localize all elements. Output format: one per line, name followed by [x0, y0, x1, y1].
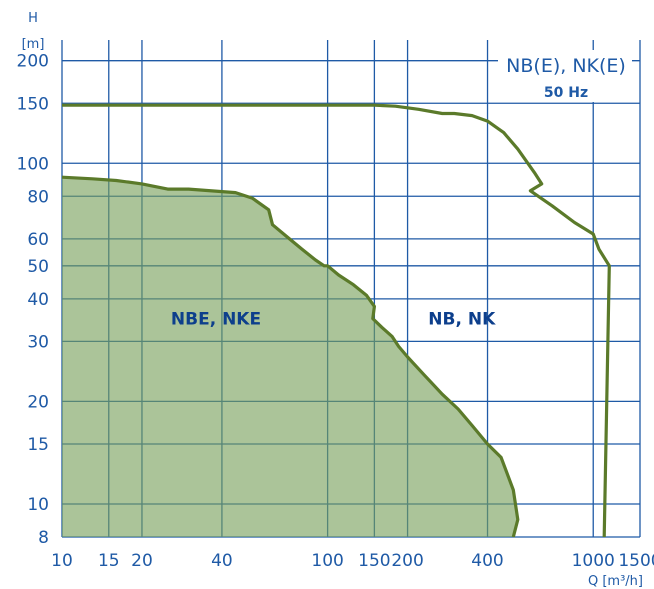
- x-axis-label: Q [m³/h]: [588, 574, 643, 589]
- x-tick-20: 20: [131, 551, 153, 571]
- y-axis-label: H: [28, 11, 38, 26]
- x-tick-15: 15: [98, 551, 120, 571]
- x-tick-200: 200: [391, 551, 423, 571]
- region-label-nbe-nke: NBE, NKE: [171, 310, 261, 330]
- x-tick-1000: 1000: [572, 551, 615, 571]
- y-tick-labels: 8 10 15 20 30 40 50 60 80 100 150 200: [17, 52, 49, 548]
- x-tick-100: 100: [311, 551, 343, 571]
- y-tick-80: 80: [27, 187, 49, 207]
- y-tick-50: 50: [27, 257, 49, 277]
- series-line-nb-e-nk-e: [62, 103, 611, 538]
- y-tick-8: 8: [38, 528, 49, 548]
- x-tick-400: 400: [471, 551, 503, 571]
- line-layer: [61, 103, 611, 538]
- y-tick-200: 200: [17, 52, 49, 72]
- y-tick-30: 30: [27, 332, 49, 352]
- title-backdrop: [498, 50, 632, 102]
- x-tick-150: 150: [358, 551, 390, 571]
- x-tick-1500: 1500: [618, 551, 654, 571]
- series-area-nbe-nke: [62, 177, 518, 537]
- x-tick-40: 40: [211, 551, 233, 571]
- y-tick-10: 10: [27, 495, 49, 515]
- chart-title: NB(E), NK(E): [506, 55, 626, 77]
- area-layer: [62, 177, 518, 537]
- chart-subtitle: 50 Hz: [544, 85, 588, 101]
- y-tick-20: 20: [27, 392, 49, 412]
- y-tick-40: 40: [27, 290, 49, 310]
- y-tick-150: 150: [17, 94, 49, 114]
- series-outline-nbe-nke: [61, 175, 520, 538]
- region-label-nb-nk: NB, NK: [428, 310, 496, 330]
- y-axis-unit: [m]: [22, 37, 45, 52]
- y-tick-60: 60: [27, 230, 49, 250]
- x-tick-10: 10: [51, 551, 73, 571]
- y-tick-100: 100: [17, 154, 49, 174]
- y-tick-15: 15: [27, 435, 49, 455]
